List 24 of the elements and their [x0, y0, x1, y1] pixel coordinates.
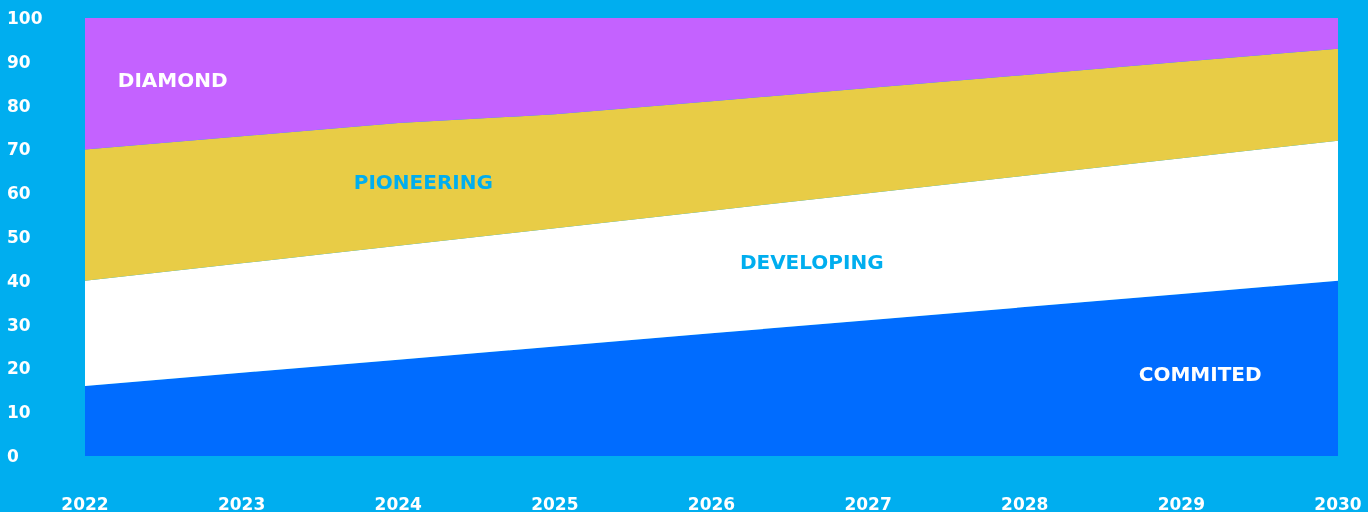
y-tick-label: 20	[7, 358, 31, 379]
x-tick-label: 2027	[844, 494, 892, 512]
x-tick-label: 2028	[1001, 494, 1049, 512]
x-tick-label: 2025	[531, 494, 579, 512]
y-tick-label: 70	[7, 139, 31, 160]
x-tick-label: 2022	[61, 494, 109, 512]
series-label: COMMITED	[1138, 362, 1262, 387]
y-tick-label: 40	[7, 270, 31, 291]
y-tick-label: 0	[7, 446, 19, 467]
x-tick-label: 2024	[374, 494, 423, 512]
y-tick-label: 80	[7, 95, 31, 116]
y-tick-label: 60	[7, 183, 31, 204]
series-label: DIAMOND	[117, 68, 228, 93]
y-tick-label: 10	[7, 402, 31, 423]
x-tick-label: 2030	[1314, 494, 1362, 512]
series-label: DEVELOPING	[739, 250, 884, 275]
x-tick-label: 2029	[1157, 494, 1206, 512]
x-tick-label: 2026	[687, 494, 736, 512]
series-label: PIONEERING	[353, 170, 493, 195]
y-tick-label: 90	[7, 51, 31, 72]
y-tick-label: 50	[7, 227, 31, 248]
x-tick-label: 2023	[217, 494, 266, 512]
y-tick-label: 30	[7, 314, 31, 335]
y-tick-label: 100	[7, 8, 43, 29]
